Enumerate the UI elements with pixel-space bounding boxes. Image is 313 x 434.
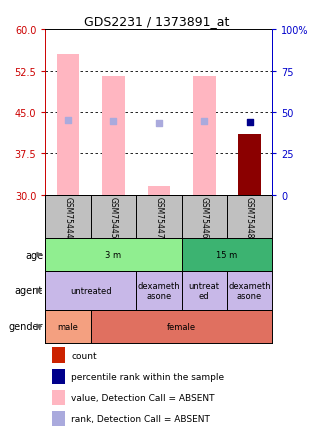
Bar [52,369,65,384]
Point [247,119,252,126]
Point [66,118,71,125]
Bar [91,195,136,239]
Bar [102,77,125,195]
Text: GSM75445: GSM75445 [109,196,118,238]
Text: value, Detection Call = ABSENT: value, Detection Call = ABSENT [71,393,215,402]
Text: count: count [71,351,97,360]
Text: agent: agent [15,286,43,296]
Bar [136,271,182,310]
Bar [227,271,272,310]
Bar [136,195,182,239]
Bar [52,348,65,363]
Text: untreat
ed: untreat ed [189,281,220,300]
Text: GSM75447: GSM75447 [154,196,163,238]
Text: dexameth
asone: dexameth asone [137,281,180,300]
Point [202,118,207,125]
Text: dexameth
asone: dexameth asone [228,281,271,300]
Text: GSM75444: GSM75444 [64,196,73,238]
Text: 3 m: 3 m [105,250,121,260]
Text: untreated: untreated [70,286,111,295]
Bar [45,239,182,271]
Point [111,118,116,125]
Text: GSM75446: GSM75446 [200,196,209,238]
Bar [52,411,65,426]
Point [156,120,162,127]
Text: 15 m: 15 m [216,250,238,260]
Bar [182,271,227,310]
Bar [45,271,136,310]
Bar [182,239,272,271]
Bar [52,390,65,405]
Bar [193,77,216,195]
Text: male: male [58,322,79,331]
Text: female: female [167,322,196,331]
Text: GDS2231 / 1373891_at: GDS2231 / 1373891_at [84,15,229,28]
Bar [91,310,272,343]
Text: GSM75448: GSM75448 [245,196,254,238]
Bar [227,195,272,239]
Bar [45,195,91,239]
Bar [238,135,261,195]
Bar [147,187,170,195]
Bar [182,195,227,239]
Text: rank, Detection Call = ABSENT: rank, Detection Call = ABSENT [71,414,210,423]
Bar [57,55,80,195]
Bar [45,310,91,343]
Text: age: age [25,250,43,260]
Text: percentile rank within the sample: percentile rank within the sample [71,372,225,381]
Text: gender: gender [9,322,43,332]
